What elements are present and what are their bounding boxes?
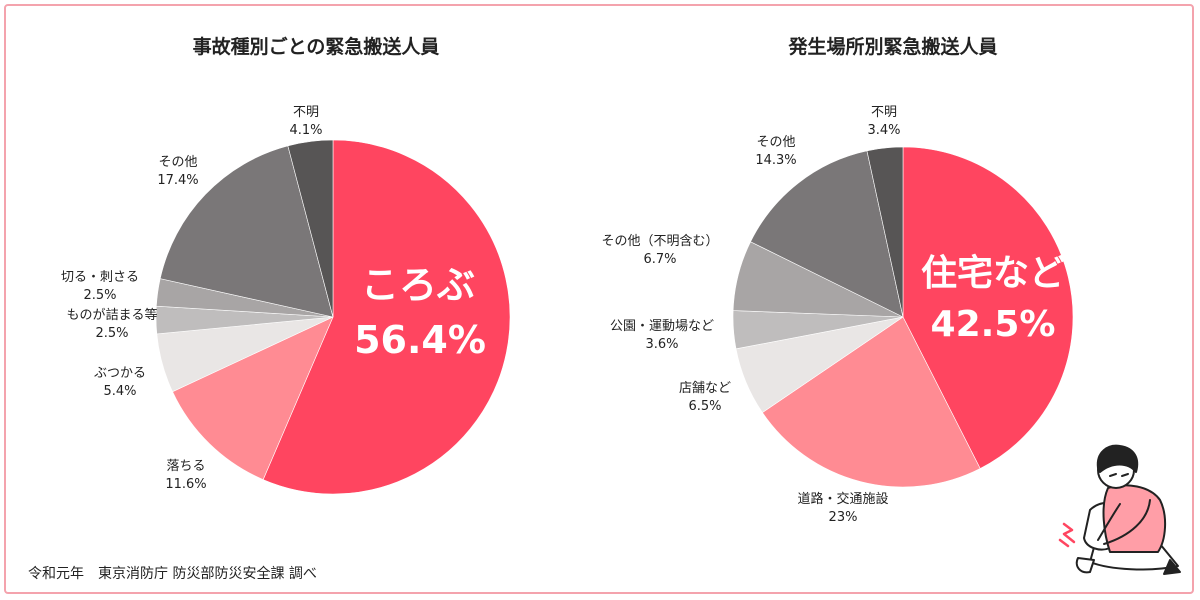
slice-label: その他 xyxy=(756,135,795,150)
slice-value-label: 4.1% xyxy=(289,123,322,138)
slice-label: ものが詰まる等 xyxy=(66,307,157,323)
highlight-value-left: 56.4% xyxy=(354,318,486,362)
highlight-label-left: ころぶ 56.4% xyxy=(354,263,486,362)
slice-label: 不明 xyxy=(871,105,897,120)
highlight-label-right: 住宅など 42.5% xyxy=(921,252,1065,345)
pie-slice-accident-6 xyxy=(287,139,334,318)
slice-label: 店舗など xyxy=(679,381,731,396)
slice-label: その他 xyxy=(158,155,197,170)
pie-slice-accident-0 xyxy=(262,139,511,495)
pie-slice-location-5 xyxy=(750,150,904,318)
slice-value-label: 14.3% xyxy=(755,153,796,168)
pie-slice-location-1 xyxy=(761,316,981,488)
slice-label: 不明 xyxy=(293,105,319,120)
slice-label: 道路・交通施設 xyxy=(797,491,888,507)
slice-value-label: 17.4% xyxy=(157,173,198,188)
slice-value-label: 3.4% xyxy=(867,123,900,138)
slice-value-label: 5.4% xyxy=(103,384,136,399)
slice-label: 落ちる xyxy=(166,459,205,474)
highlight-value-right: 42.5% xyxy=(931,304,1056,345)
slice-label: その他（不明含む） xyxy=(601,233,718,249)
source-note: 令和元年 東京消防庁 防災部防災安全課 調べ xyxy=(28,566,317,582)
slice-value-label: 3.6% xyxy=(645,337,678,352)
pie-slice-accident-5 xyxy=(159,145,334,318)
pie-slice-accident-1 xyxy=(172,316,334,481)
slice-label: ぶつかる xyxy=(94,366,146,381)
pie-slice-location-6 xyxy=(866,146,904,318)
slice-value-label: 6.7% xyxy=(643,252,676,267)
slice-value-label: 6.5% xyxy=(688,399,721,414)
slice-value-label: 2.5% xyxy=(83,288,116,303)
chart-title-accident-type: 事故種別ごとの緊急搬送人員 xyxy=(192,36,440,58)
slice-value-label: 11.6% xyxy=(165,477,206,492)
pie-chart-location: 道路・交通施設 23% 店舗など 6.5% 公園・運動場など 3.6% その他（不明含む） 6… xyxy=(601,105,1074,525)
slice-value-label: 2.5% xyxy=(95,326,128,341)
slice-label: 切る・刺さる xyxy=(61,270,139,285)
pie-chart-accident-type: 落ちる 11.6% ぶつかる 5.4% ものが詰まる等 2.5% 切る・刺さる 2.5% その他… xyxy=(61,105,511,495)
chart-frame xyxy=(4,4,1194,594)
highlight-category-left: ころぶ xyxy=(361,263,475,307)
slice-label: 公園・運動場など xyxy=(610,319,714,334)
pie-slice-location-0 xyxy=(902,146,1074,469)
highlight-category-right: 住宅など xyxy=(921,252,1065,294)
person-holding-injured-ankle-illustration xyxy=(1058,444,1181,575)
slice-value-label: 23% xyxy=(829,510,858,525)
chart-title-location: 発生場所別緊急搬送人員 xyxy=(788,36,998,58)
